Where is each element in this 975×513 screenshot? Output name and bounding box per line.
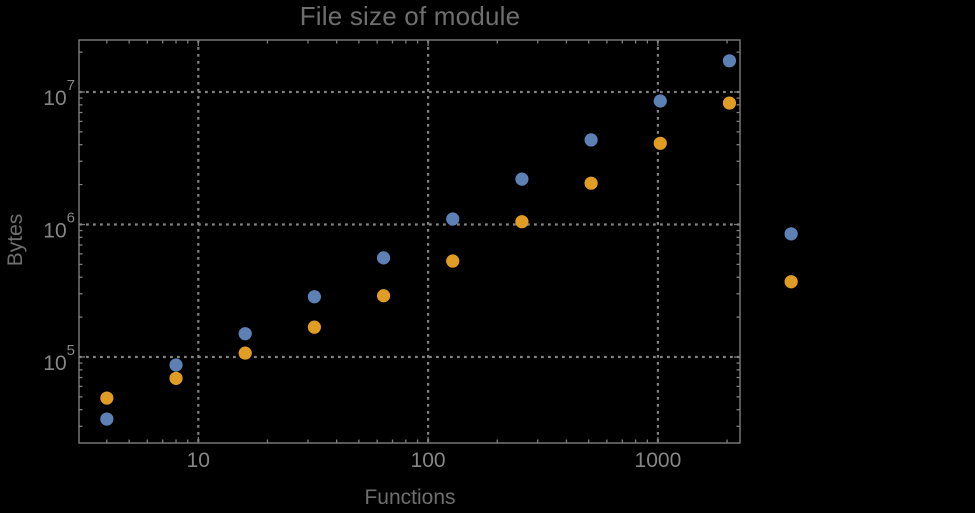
x-axis-label: Functions <box>364 486 456 509</box>
data-point <box>446 212 460 226</box>
y-axis-label: Bytes <box>4 213 27 267</box>
data-point <box>584 133 598 147</box>
data-point <box>722 96 737 110</box>
data-point <box>100 391 114 405</box>
data-point <box>722 54 737 68</box>
data-point <box>584 176 598 190</box>
plot-frame <box>78 39 741 444</box>
data-point <box>515 172 529 186</box>
chart-title: File size of module <box>299 1 521 31</box>
data-point <box>376 289 391 303</box>
data-point <box>376 251 391 265</box>
data-point <box>446 254 460 268</box>
x-tick-label: 100 <box>411 449 446 472</box>
data-point <box>238 346 252 360</box>
y-tick-label: 105 <box>43 342 75 375</box>
data-point <box>653 94 667 108</box>
data-point <box>169 371 183 385</box>
data-point <box>784 227 798 241</box>
data-point <box>169 358 183 372</box>
data-point <box>515 215 529 229</box>
data-point <box>653 136 667 150</box>
data-point <box>238 327 252 341</box>
data-point <box>784 275 798 289</box>
data-point <box>307 290 321 304</box>
x-tick-label: 1000 <box>635 449 682 472</box>
y-tick-label: 106 <box>43 210 75 243</box>
y-tick-label: 107 <box>43 77 75 110</box>
x-tick-label: 10 <box>187 449 210 472</box>
data-point <box>307 320 321 334</box>
data-point <box>100 412 114 426</box>
